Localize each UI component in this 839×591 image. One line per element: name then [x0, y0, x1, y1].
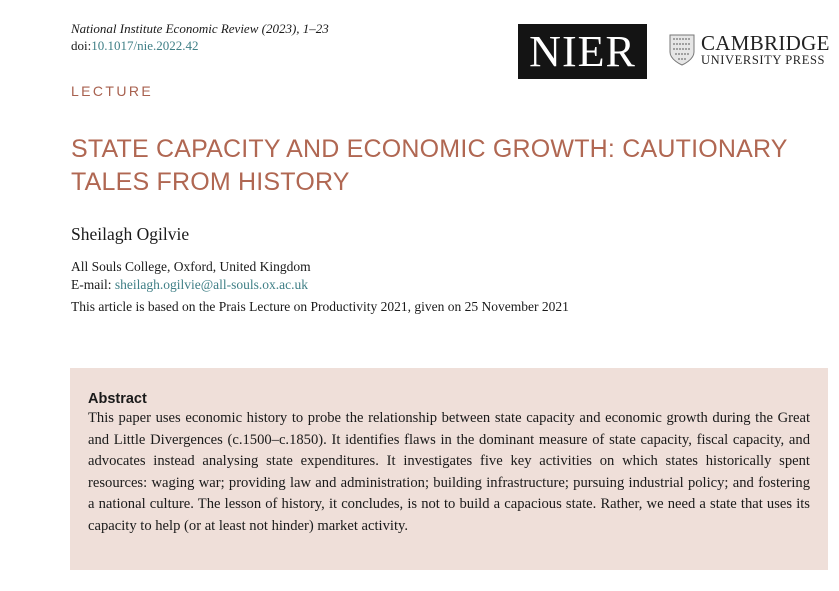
article-title: STATE CAPACITY AND ECONOMIC GROWTH: CAUT… [71, 135, 788, 196]
author-name: Sheilagh Ogilvie [71, 224, 190, 244]
university-press-wordmark: UNIVERSITY PRESS [701, 53, 826, 67]
lecture-note: This article is based on the Prais Lectu… [71, 299, 569, 314]
email-label: E-mail: [71, 277, 115, 292]
cambridge-logo: CAMBRIDGE UNIVERSITY PRESS [669, 33, 830, 67]
section-label: LECTURE [71, 83, 154, 99]
email-link[interactable]: sheilagh.ogilvie@all-souls.ox.ac.uk [114, 277, 309, 292]
cambridge-wordmark: CAMBRIDGE [701, 31, 830, 55]
abstract-box: Abstract This paper uses economic histor… [70, 368, 828, 570]
affiliation: All Souls College, Oxford, United Kingdo… [71, 259, 311, 274]
email-line: E-mail: sheilagh.ogilvie@all-souls.ox.ac… [71, 277, 308, 293]
cambridge-shield-icon [669, 34, 695, 66]
journal-citation: National Institute Economic Review (2023… [71, 21, 329, 36]
doi-line: doi:10.1017/nie.2022.42 [71, 38, 198, 54]
abstract-heading: Abstract [88, 391, 147, 407]
abstract-text: This paper uses economic history to prob… [88, 410, 810, 534]
doi-link[interactable]: 10.1017/nie.2022.42 [91, 38, 199, 53]
doi-prefix: doi: [71, 38, 92, 53]
nier-logo: NIER [518, 24, 647, 79]
